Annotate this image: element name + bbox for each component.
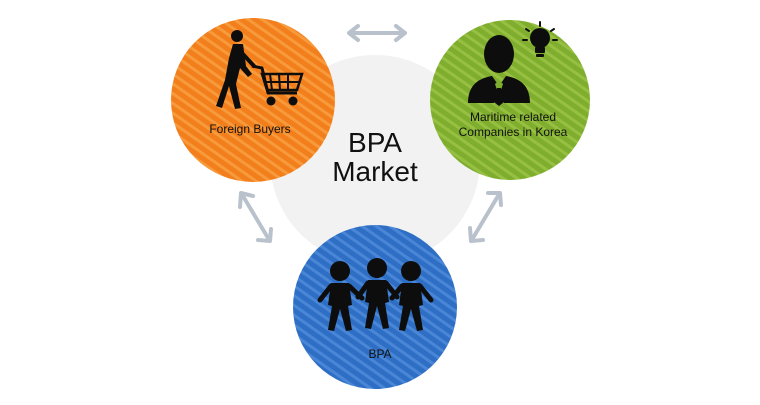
foreign-buyers-label: Foreign Buyers bbox=[209, 122, 291, 136]
foreign-buyers-circle bbox=[171, 18, 335, 182]
maritime-label-line2: Companies in Korea bbox=[458, 125, 568, 139]
businessman-lightbulb-icon bbox=[468, 21, 558, 108]
person-right bbox=[389, 261, 434, 331]
people-group-icon bbox=[317, 258, 434, 331]
bpa-label: BPA bbox=[368, 347, 392, 361]
maritime-label: Maritime related Companies in Korea bbox=[438, 110, 588, 140]
maritime-label-line1: Maritime related bbox=[469, 110, 557, 124]
arrow-top bbox=[347, 24, 407, 42]
center-title-line2: Market bbox=[332, 156, 418, 187]
arrow-right bbox=[468, 191, 503, 243]
center-title-line1: BPA bbox=[348, 127, 402, 158]
shopping-cart-person-icon bbox=[216, 30, 304, 109]
arrow-left bbox=[238, 191, 273, 243]
person-left bbox=[317, 261, 365, 331]
center-title: BPA Market bbox=[300, 128, 450, 186]
person-middle bbox=[355, 258, 400, 329]
